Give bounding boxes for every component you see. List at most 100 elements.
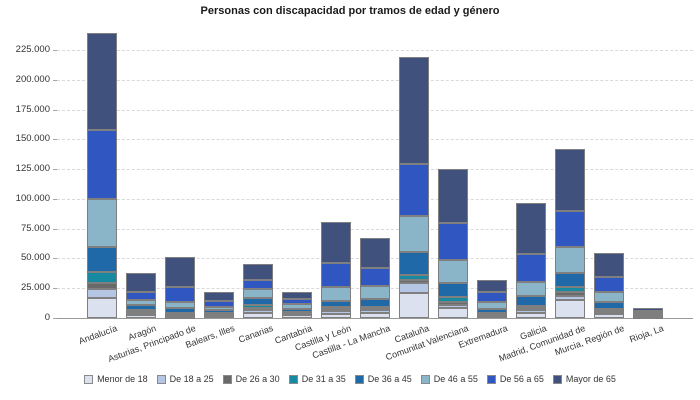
bar-segment-13-2[interactable] — [554, 295, 585, 300]
bar-segment-11-7[interactable] — [476, 291, 507, 303]
bar-segment-1-3[interactable] — [86, 282, 117, 290]
bar-segment-14-6[interactable] — [593, 291, 624, 303]
bar-segment-9-7[interactable] — [398, 163, 429, 216]
legend-item[interactable]: De 31 a 35 — [288, 374, 346, 384]
bar-segment-8-8[interactable] — [359, 238, 390, 269]
bar-segment-12-8[interactable] — [515, 202, 546, 255]
legend-item[interactable]: De 56 a 65 — [486, 374, 544, 384]
bar-segment-14-1[interactable] — [593, 314, 624, 318]
bar-segment-8-6[interactable] — [359, 286, 390, 300]
bar-segment-7-8[interactable] — [320, 222, 351, 264]
bar-segment-6-7[interactable] — [281, 299, 312, 305]
bar-segment-13-7[interactable] — [554, 211, 585, 248]
bar-segment-5-3[interactable] — [242, 308, 273, 311]
bar-segment-14-3[interactable] — [593, 310, 624, 313]
bar-segment-1-6[interactable] — [86, 198, 117, 247]
bar-segment-3-6[interactable] — [164, 301, 195, 309]
bar-segment-8-2[interactable] — [359, 310, 390, 314]
bar-segment-13-6[interactable] — [554, 247, 585, 273]
bar-segment-7-6[interactable] — [320, 286, 351, 301]
bar-segment-8-4[interactable] — [359, 306, 390, 309]
bar-segment-12-7[interactable] — [515, 254, 546, 282]
bar-segment-10-2[interactable] — [437, 305, 468, 309]
bar-segment-9-3[interactable] — [398, 280, 429, 284]
bar-segment-12-4[interactable] — [515, 305, 546, 309]
bar-segment-2-8[interactable] — [125, 273, 156, 293]
legend-item[interactable]: De 18 a 25 — [156, 374, 214, 384]
bar-segment-10-7[interactable] — [437, 222, 468, 260]
bar-segment-4-4[interactable] — [203, 312, 234, 315]
bar-segment-14-7[interactable] — [593, 276, 624, 292]
bar-segment-4-5[interactable] — [203, 310, 234, 313]
bar-segment-9-2[interactable] — [398, 283, 429, 294]
bar-segment-2-7[interactable] — [125, 292, 156, 300]
bar-segment-10-6[interactable] — [437, 259, 468, 284]
bar-segment-12-2[interactable] — [515, 309, 546, 314]
bar-segment-2-3[interactable] — [125, 312, 156, 315]
bar-segment-5-4[interactable] — [242, 305, 273, 309]
bar-segment-6-1[interactable] — [281, 315, 312, 318]
bar-segment-10-5[interactable] — [437, 283, 468, 298]
bar-segment-4-8[interactable] — [203, 292, 234, 301]
bar-segment-1-5[interactable] — [86, 246, 117, 273]
bar-segment-2-4[interactable] — [125, 310, 156, 313]
bar-segment-8-7[interactable] — [359, 268, 390, 287]
bar-segment-1-1[interactable] — [86, 298, 117, 318]
bar-segment-7-4[interactable] — [320, 307, 351, 310]
bar-segment-2-1[interactable] — [125, 315, 156, 318]
bar-segment-9-8[interactable] — [398, 57, 429, 164]
bar-segment-11-8[interactable] — [476, 280, 507, 292]
bar-segment-3-4[interactable] — [164, 312, 195, 315]
bar-segment-6-5[interactable] — [281, 309, 312, 313]
bar-segment-14-4[interactable] — [593, 309, 624, 312]
bar-segment-6-4[interactable] — [281, 312, 312, 315]
bar-segment-12-6[interactable] — [515, 281, 546, 296]
bar-segment-14-8[interactable] — [593, 253, 624, 277]
bar-segment-10-4[interactable] — [437, 297, 468, 302]
bar-segment-3-8[interactable] — [164, 256, 195, 287]
legend-item[interactable]: De 26 a 30 — [222, 374, 280, 384]
bar-segment-7-5[interactable] — [320, 300, 351, 308]
bar-segment-9-6[interactable] — [398, 215, 429, 253]
bar-segment-6-8[interactable] — [281, 291, 312, 300]
bar-segment-5-2[interactable] — [242, 309, 273, 313]
bar-segment-7-7[interactable] — [320, 263, 351, 287]
legend-item[interactable]: De 46 a 55 — [420, 374, 478, 384]
bar-segment-15-6[interactable] — [632, 313, 663, 316]
bar-segment-13-8[interactable] — [554, 149, 585, 212]
bar-segment-11-4[interactable] — [476, 313, 507, 316]
bar-segment-14-5[interactable] — [593, 302, 624, 310]
bar-segment-10-8[interactable] — [437, 168, 468, 223]
bar-segment-4-1[interactable] — [203, 315, 234, 318]
bar-segment-11-6[interactable] — [476, 302, 507, 310]
bar-segment-12-5[interactable] — [515, 295, 546, 306]
bar-segment-2-5[interactable] — [125, 305, 156, 311]
bar-segment-12-1[interactable] — [515, 313, 546, 318]
bar-segment-9-4[interactable] — [398, 275, 429, 280]
bar-segment-9-5[interactable] — [398, 252, 429, 275]
bar-segment-7-3[interactable] — [320, 309, 351, 312]
bar-segment-3-3[interactable] — [164, 314, 195, 317]
bar-segment-12-3[interactable] — [515, 308, 546, 311]
bar-segment-1-8[interactable] — [86, 33, 117, 131]
bar-segment-5-8[interactable] — [242, 264, 273, 280]
bar-segment-8-5[interactable] — [359, 299, 390, 307]
bar-segment-7-2[interactable] — [320, 310, 351, 314]
legend-item[interactable]: Menor de 18 — [84, 374, 148, 384]
bar-segment-10-1[interactable] — [437, 308, 468, 318]
legend-item[interactable]: Mayor de 65 — [552, 374, 616, 384]
bar-segment-1-2[interactable] — [86, 289, 117, 299]
legend-item[interactable]: De 36 a 45 — [354, 374, 412, 384]
bar-segment-13-4[interactable] — [554, 286, 585, 292]
bar-segment-9-1[interactable] — [398, 293, 429, 318]
bar-segment-5-5[interactable] — [242, 298, 273, 305]
bar-segment-3-5[interactable] — [164, 308, 195, 313]
bar-segment-4-7[interactable] — [203, 300, 234, 307]
bar-segment-4-6[interactable] — [203, 306, 234, 310]
bar-segment-11-5[interactable] — [476, 309, 507, 314]
bar-segment-8-1[interactable] — [359, 313, 390, 318]
bar-segment-13-1[interactable] — [554, 300, 585, 318]
bar-segment-15-8[interactable] — [632, 307, 663, 311]
bar-segment-5-6[interactable] — [242, 289, 273, 299]
bar-segment-1-4[interactable] — [86, 272, 117, 283]
